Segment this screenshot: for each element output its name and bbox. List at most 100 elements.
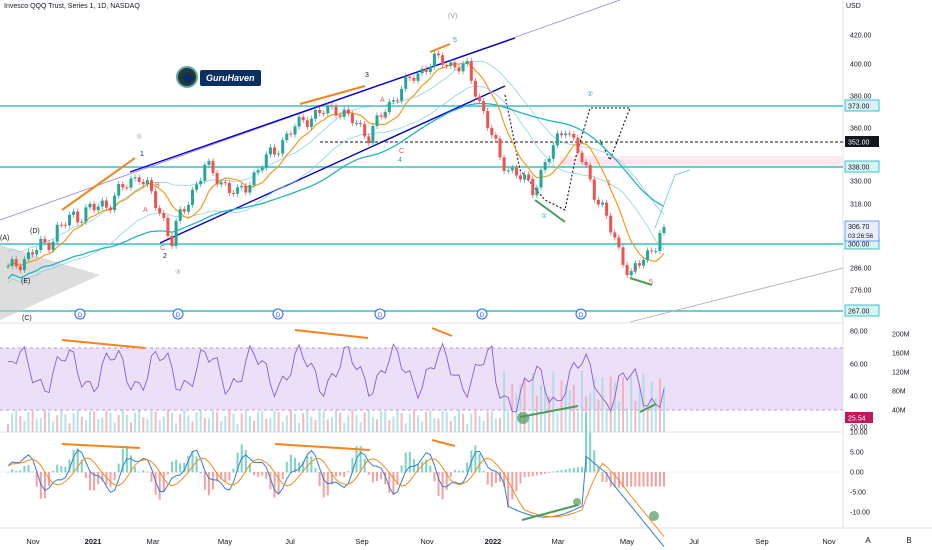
- price-candle: [555, 133, 559, 146]
- volume-bar: [277, 412, 280, 432]
- price-candle: [31, 252, 35, 255]
- macd-histogram-bar: [453, 470, 456, 473]
- volume-bar: [203, 417, 206, 432]
- volume-bar: [166, 410, 169, 432]
- price-candle: [260, 167, 264, 171]
- macd-histogram-bar: [511, 472, 514, 500]
- macd-histogram-bar: [60, 466, 63, 473]
- price-axis-tick: 420.00: [850, 33, 872, 40]
- macd-histogram-bar: [449, 472, 452, 477]
- log-scale-button[interactable]: B: [906, 536, 912, 545]
- time-axis-tick: Sep: [755, 537, 768, 546]
- wave-label: 1: [140, 151, 144, 158]
- price-candle: [191, 189, 194, 205]
- price-candle: [379, 115, 383, 117]
- macd-histogram-bar: [224, 472, 227, 482]
- price-candle: [129, 178, 133, 188]
- macd-histogram-bar: [294, 457, 296, 473]
- wave-label: (D): [30, 228, 40, 235]
- dividend-marker: [374, 308, 386, 320]
- rsi-value-text: 25.54: [848, 416, 866, 423]
- macd-histogram-bar: [568, 468, 571, 473]
- rsi-divergence: [519, 405, 579, 418]
- price-candle: [596, 199, 600, 205]
- volume-bar: [23, 420, 26, 432]
- volume-bar: [552, 371, 555, 432]
- price-candle: [560, 133, 563, 136]
- volume-axis-tick: 120M: [892, 370, 910, 377]
- level-price-tag-text: 373.00: [848, 104, 870, 111]
- volume-bar: [84, 420, 87, 432]
- macd-histogram-bar: [285, 462, 288, 473]
- price-candle: [539, 169, 543, 188]
- rsi-line: [7, 342, 665, 413]
- volume-bar: [224, 415, 227, 432]
- macd-histogram-bar: [72, 450, 75, 473]
- price-candle: [232, 192, 235, 194]
- macd-histogram-bar: [564, 469, 567, 473]
- macd-histogram-bar: [289, 454, 292, 473]
- price-candle: [63, 224, 67, 226]
- macd-histogram-bar: [626, 472, 629, 487]
- price-candle: [309, 118, 313, 127]
- price-candle: [629, 271, 633, 276]
- level-price-tag-text: 300.00: [848, 242, 870, 249]
- rsi-overbought-band: [0, 348, 843, 410]
- macd-histogram-bar: [105, 472, 108, 485]
- volume-bar: [589, 393, 592, 432]
- volume-bar: [195, 412, 198, 432]
- price-candle: [449, 62, 453, 66]
- volume-bar: [326, 419, 329, 432]
- price-candle: [387, 101, 391, 113]
- volume-bar: [335, 410, 337, 432]
- level-price-tag-text: 352.00: [848, 140, 870, 147]
- macd-histogram-bar: [560, 469, 563, 473]
- price-candle: [551, 145, 555, 159]
- price-candle: [621, 247, 625, 265]
- macd-histogram-bar: [650, 472, 653, 487]
- price-candle: [305, 120, 309, 127]
- price-candle: [10, 259, 14, 267]
- price-candle: [580, 152, 584, 163]
- volume-bar: [433, 418, 436, 432]
- macd-histogram-bar: [556, 470, 559, 473]
- macd-histogram-bar: [642, 472, 645, 487]
- divergence-line: [534, 199, 566, 223]
- price-candle: [400, 88, 404, 101]
- volume-bar: [593, 378, 596, 432]
- last-price-value: 306.70: [848, 224, 870, 231]
- macd-histogram-bar: [622, 472, 624, 488]
- price-candle: [359, 123, 363, 125]
- auto-scale-button[interactable]: A: [865, 536, 871, 545]
- price-candle: [363, 124, 367, 137]
- volume-bar: [31, 410, 34, 432]
- macd-histogram-bar: [56, 464, 59, 473]
- macd-histogram-bar: [191, 450, 194, 473]
- macd-histogram-bar: [429, 465, 432, 473]
- price-candle: [47, 242, 51, 250]
- volume-bar: [175, 423, 178, 432]
- price-candle: [375, 115, 379, 127]
- macd-histogram-bar: [663, 472, 665, 487]
- macd-histogram-bar: [359, 446, 362, 473]
- price-candle: [100, 200, 104, 207]
- macd-histogram-bar: [216, 472, 219, 482]
- volume-bar: [171, 413, 173, 432]
- rsi-axis-tick: 40.00: [850, 394, 868, 401]
- price-candle: [170, 235, 174, 246]
- price-candle: [445, 64, 449, 66]
- macd-histogram-bar: [207, 472, 210, 496]
- macd-histogram-bar: [236, 452, 239, 473]
- rsi-value-tag: [845, 412, 873, 423]
- volume-bar: [351, 410, 354, 432]
- macd-histogram-bar: [462, 470, 465, 473]
- level-price-tag: [844, 304, 880, 317]
- volume-bar: [617, 401, 620, 432]
- price-candle: [158, 208, 162, 214]
- macd-histogram-bar: [548, 472, 551, 473]
- price-candle: [104, 200, 108, 208]
- pattern-outline: [504, 94, 631, 211]
- wave-label: 3: [633, 267, 637, 274]
- macd-histogram-bar: [80, 459, 83, 473]
